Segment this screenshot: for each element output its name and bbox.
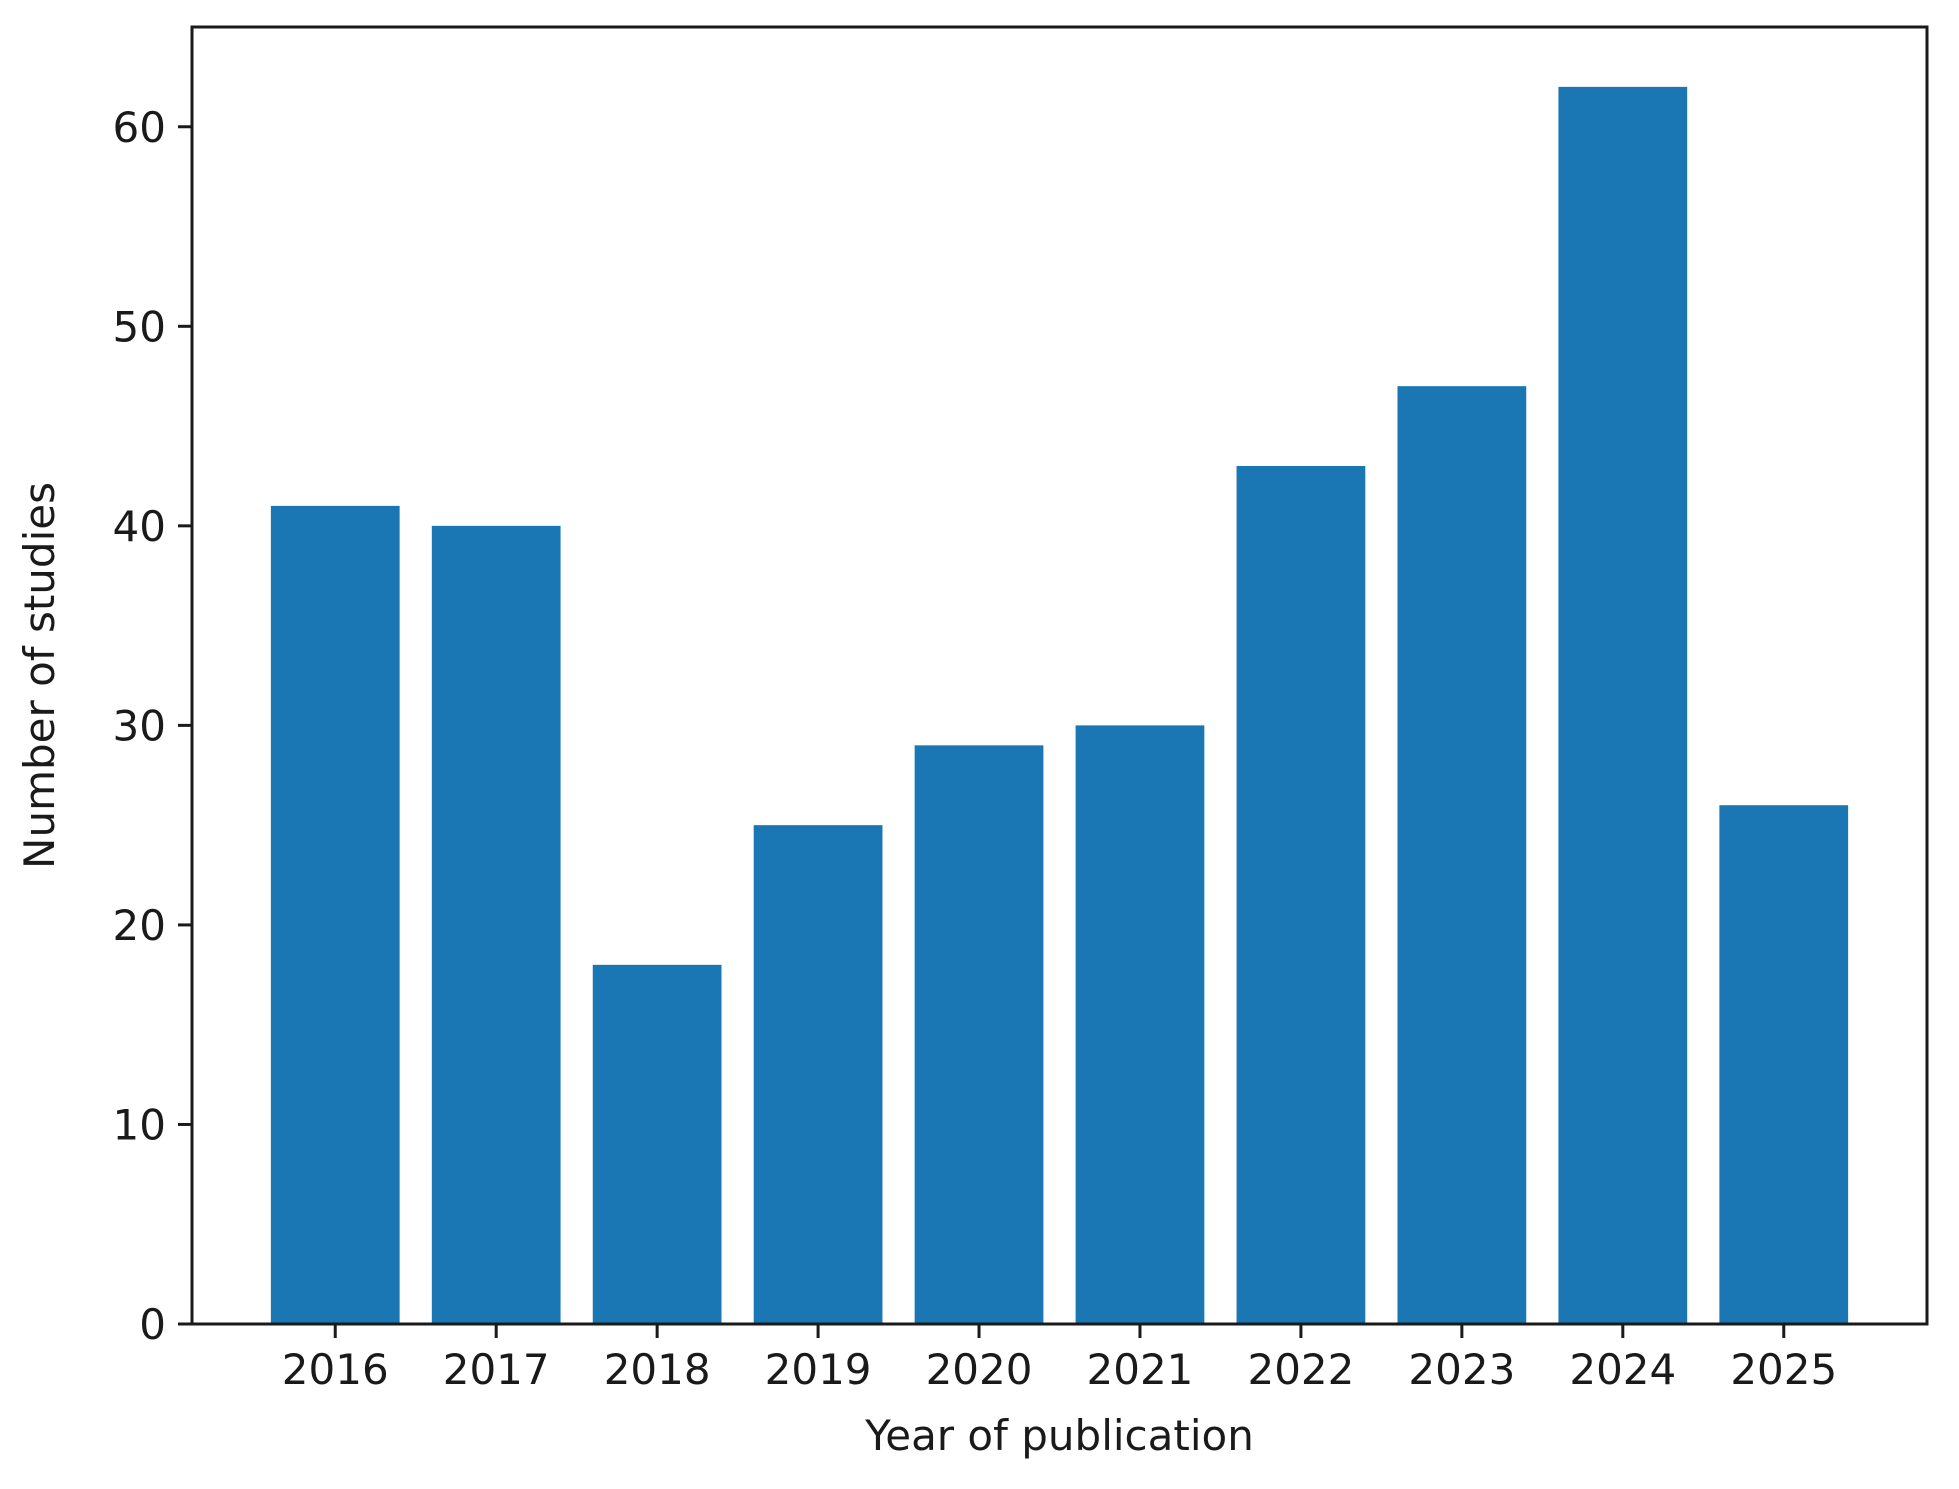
x-tick-label-2021: 2021 [1087, 1345, 1194, 1394]
x-tick-label-2024: 2024 [1569, 1345, 1676, 1394]
bar-2022 [1236, 465, 1366, 1324]
y-tick-label-60: 60 [113, 103, 166, 152]
x-axis-ticks: 2016 2017 2018 2019 2020 2021 2022 2023 2024 2025 [282, 1324, 1837, 1394]
y-tick-label-40: 40 [113, 502, 166, 551]
bar-2020 [914, 745, 1044, 1324]
x-tick-label-2022: 2022 [1247, 1345, 1354, 1394]
x-tick-label-2019: 2019 [765, 1345, 872, 1394]
y-axis-ticks: 0 10 20 30 40 50 60 [113, 103, 192, 1349]
x-tick-label-2018: 2018 [604, 1345, 711, 1394]
bar-2016 [270, 505, 400, 1324]
bars-group [270, 86, 1849, 1325]
y-tick-label-10: 10 [113, 1100, 166, 1149]
bar-2021 [1075, 725, 1205, 1324]
y-tick-label-50: 50 [113, 302, 166, 351]
bar-2017 [431, 525, 561, 1324]
y-tick-label-20: 20 [113, 901, 166, 950]
x-tick-label-2020: 2020 [926, 1345, 1033, 1394]
y-tick-label-0: 0 [139, 1300, 166, 1349]
plot-frame [190, 25, 1929, 1326]
y-tick-label-30: 30 [113, 701, 166, 750]
x-tick-label-2025: 2025 [1730, 1345, 1837, 1394]
bar-2025 [1719, 805, 1849, 1324]
bar-2024 [1558, 86, 1688, 1324]
bar-2018 [592, 964, 722, 1324]
x-tick-label-2023: 2023 [1408, 1345, 1515, 1394]
x-tick-label-2016: 2016 [282, 1345, 389, 1394]
x-axis-label: Year of publication [864, 1411, 1254, 1460]
bar-2019 [753, 825, 883, 1324]
x-tick-label-2017: 2017 [443, 1345, 550, 1394]
y-axis-label: Number of studies [15, 482, 64, 869]
bar-2023 [1397, 386, 1527, 1325]
